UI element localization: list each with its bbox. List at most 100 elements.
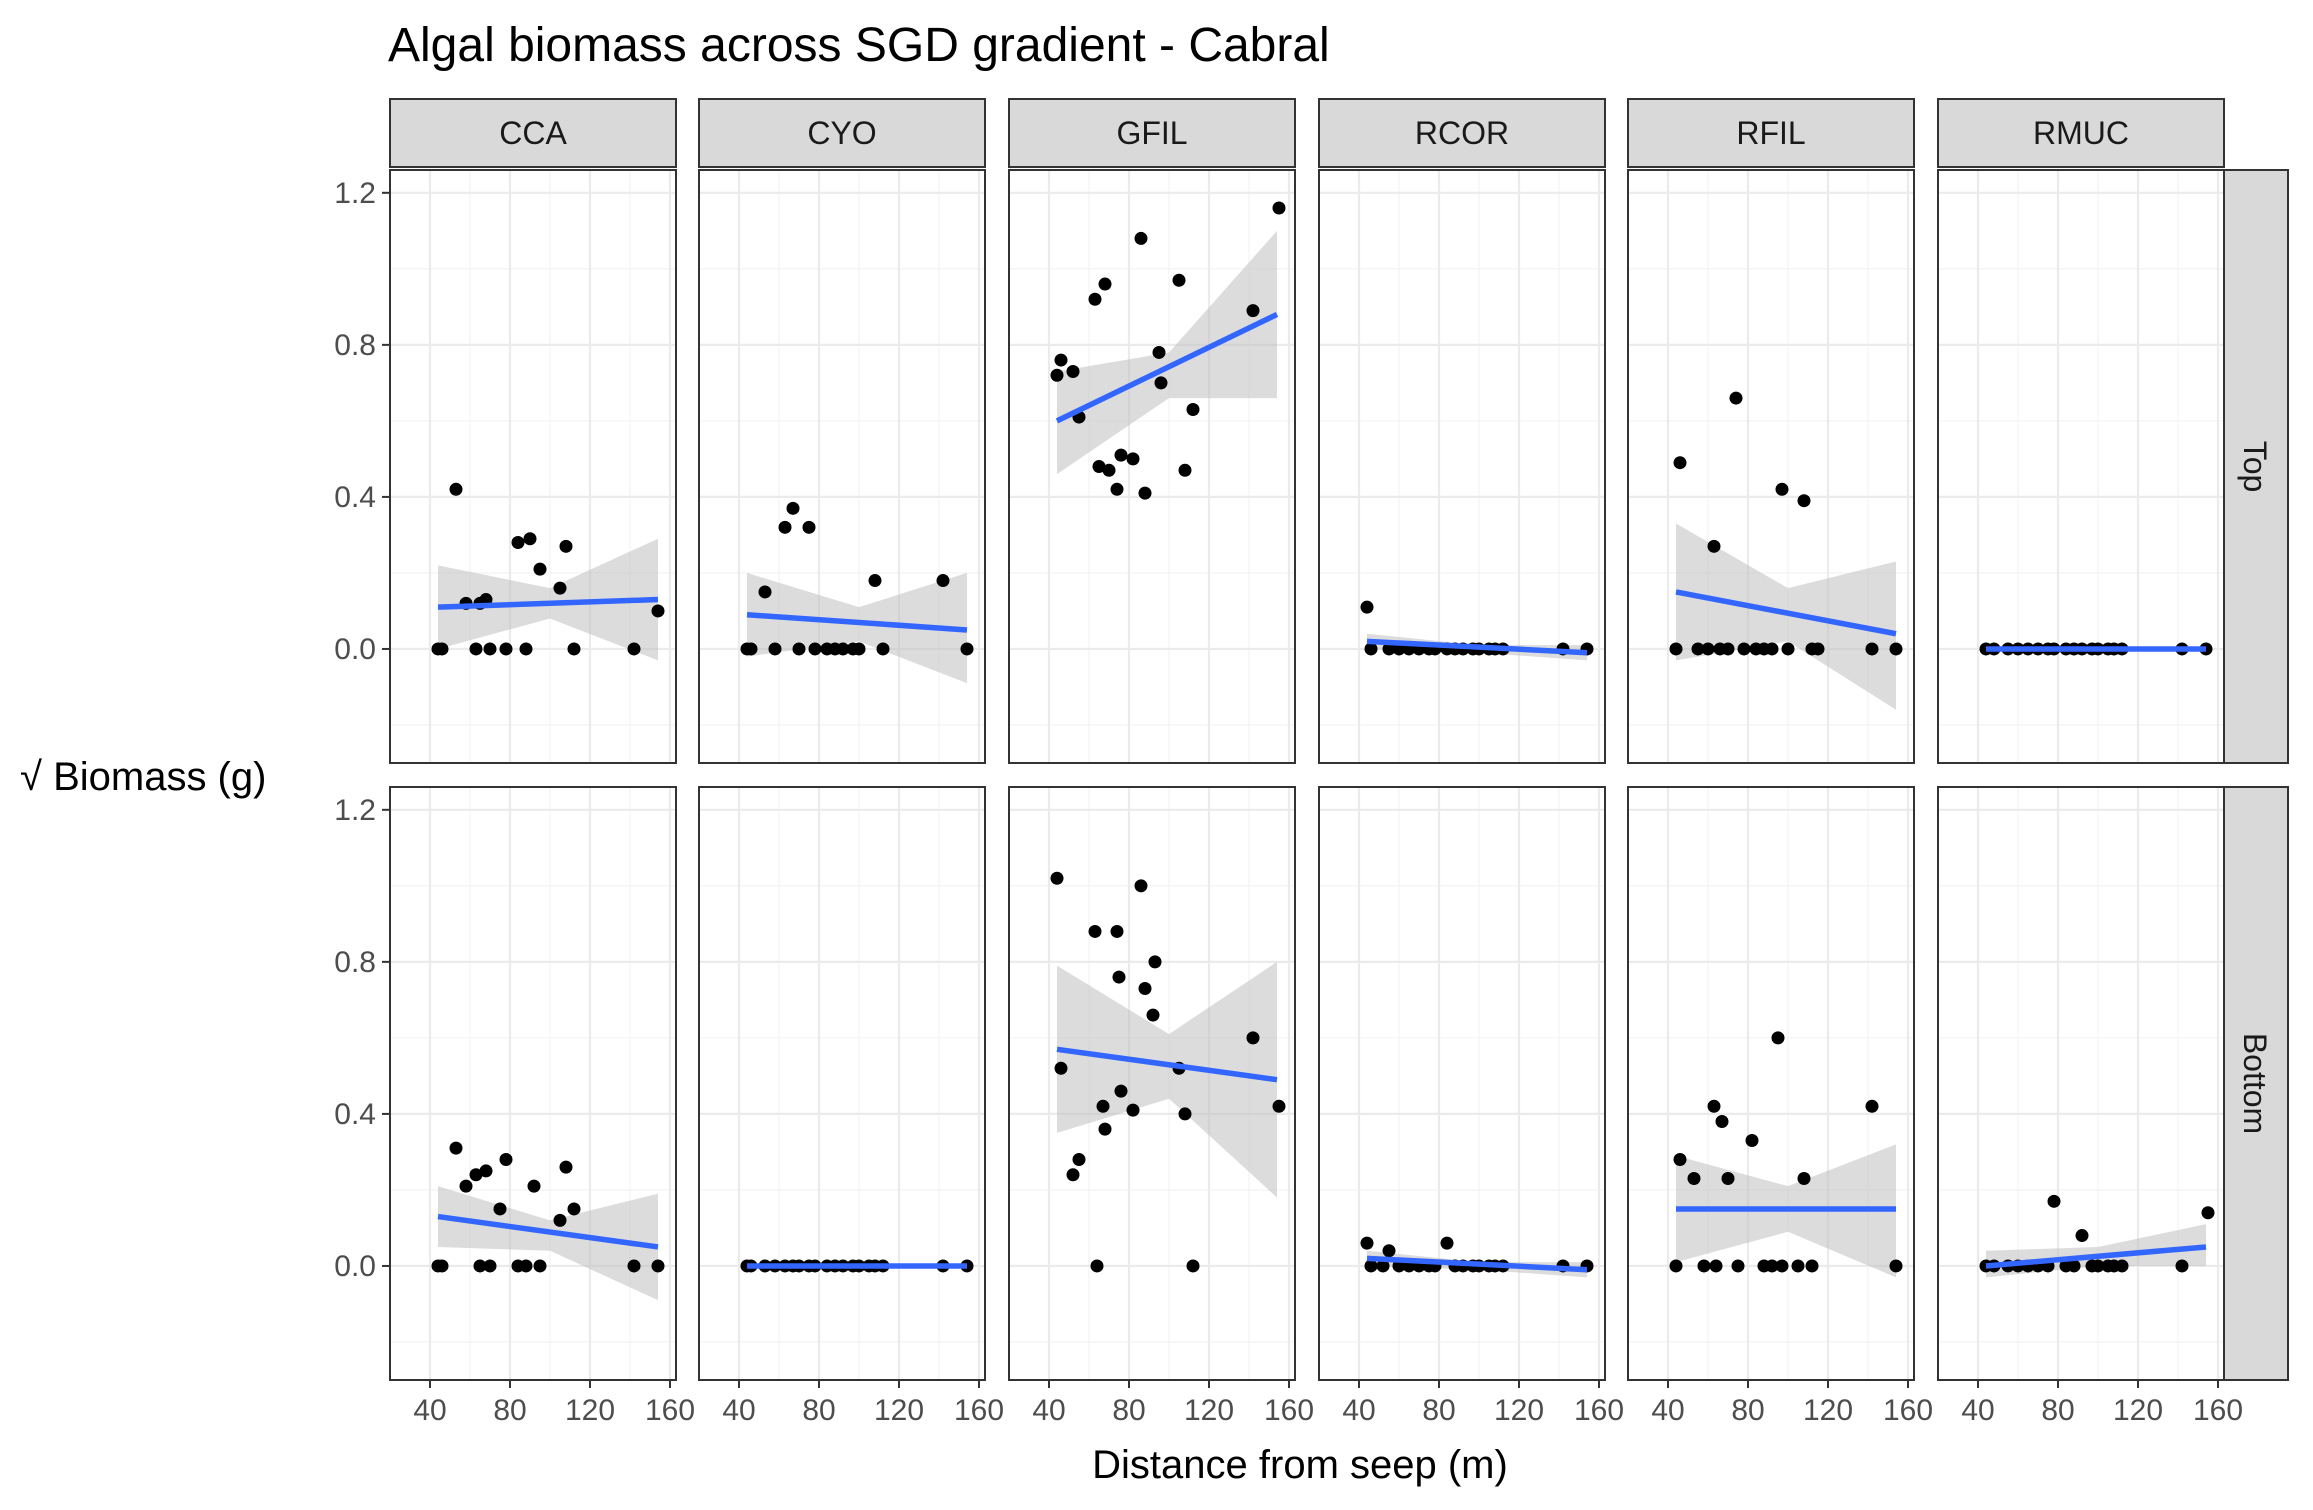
panel-border [1937,786,2225,1381]
data-point [435,1259,449,1273]
data-point [1272,201,1286,215]
confidence-band [1676,523,1896,710]
data-point [533,1259,547,1273]
data-point [1382,642,1396,656]
panel-border [389,786,677,1381]
data-point [1364,1259,1378,1273]
data-point [808,642,822,656]
trend-line [1985,1244,2207,1269]
trend-line [1366,638,1588,656]
data-point [519,1259,533,1273]
data-point [1364,642,1378,656]
data-point [627,642,641,656]
data-point [1066,364,1080,378]
data-point [960,642,974,656]
panel-bottom-rmuc [1937,786,2225,1381]
data-point [868,574,882,588]
data-point [1246,1031,1260,1045]
data-point [1376,1259,1390,1273]
data-point [1148,955,1162,969]
data-point [1172,273,1186,287]
data-point [1797,1172,1811,1186]
panel-border [1318,786,1606,1381]
x-tick-label: 120 [1494,1394,1544,1427]
x-tick-label: 40 [1961,1394,1994,1427]
facet-strip-cyo [698,98,986,168]
data-point [651,1259,665,1273]
panel-background [699,787,985,1380]
x-tick-label: 160 [954,1394,1004,1427]
y-tick-label: 1.2 [334,177,376,210]
data-point [469,642,483,656]
trend-line [1056,1046,1278,1083]
x-tick-label: 120 [2113,1394,2163,1427]
data-point [1050,368,1064,382]
data-point [449,1141,463,1155]
data-point [1102,463,1116,477]
data-point [1360,600,1374,614]
y-tick-label: 0.4 [334,481,376,514]
trend-line [1055,311,1279,424]
data-point [1771,1031,1785,1045]
confidence-band [438,538,658,661]
data-point [1360,1236,1374,1250]
panel-background [1319,170,1605,763]
data-point [1382,1244,1396,1258]
x-tick-label: 40 [1032,1394,1065,1427]
x-tick-label: 80 [1112,1394,1145,1427]
x-tick-label: 40 [722,1394,755,1427]
x-tick-label: 160 [1264,1394,1314,1427]
panel-border [698,169,986,764]
data-point [493,1202,507,1216]
data-point [1134,879,1148,893]
panel-top-gfil [1008,169,1296,764]
data-point [559,1160,573,1174]
data-point [519,642,533,656]
data-point [1112,970,1126,984]
data-point [559,539,573,553]
data-point [1673,456,1687,470]
panel-bottom-rcor [1318,786,1606,1381]
panel-border [1008,786,1296,1381]
data-point [758,585,772,599]
data-point [1865,642,1879,656]
data-point [936,574,950,588]
data-point [802,520,816,534]
data-point [1669,642,1683,656]
y-axis-title: √ Biomass (g) [20,755,266,799]
data-point [1246,304,1260,318]
data-point [469,1168,483,1182]
x-tick-label: 120 [1184,1394,1234,1427]
data-point [567,1202,581,1216]
panel-bottom-rfil [1627,786,1915,1381]
panel-background [1938,787,2224,1380]
data-point [1889,642,1903,656]
panel-top-rfil [1627,169,1915,764]
x-tick-label: 80 [1731,1394,1764,1427]
data-point [2047,1194,2061,1208]
data-point [435,642,449,656]
data-point [1691,642,1705,656]
data-point [1889,1259,1903,1273]
facet-strip-rcor [1318,98,1606,168]
panel-background [1938,170,2224,763]
facet-strip-gfil [1008,98,1296,168]
panel-bottom-gfil [1008,786,1296,1381]
data-point [499,1153,513,1167]
confidence-band [438,1186,658,1301]
panel-border [1627,169,1915,764]
row-strip-top [2221,169,2289,764]
data-point [1072,1153,1086,1167]
x-tick-label: 160 [645,1394,695,1427]
facet-strip-label-cyo: CYO [807,115,876,151]
facet-strip-label-rfil: RFIL [1736,115,1805,151]
confidence-band [1057,961,1277,1198]
data-point [1134,231,1148,245]
data-point [651,604,665,618]
data-point [852,642,866,656]
data-point [1126,452,1140,466]
x-tick-label: 120 [1803,1394,1853,1427]
data-point [1791,1259,1805,1273]
trend-line [437,1213,659,1250]
